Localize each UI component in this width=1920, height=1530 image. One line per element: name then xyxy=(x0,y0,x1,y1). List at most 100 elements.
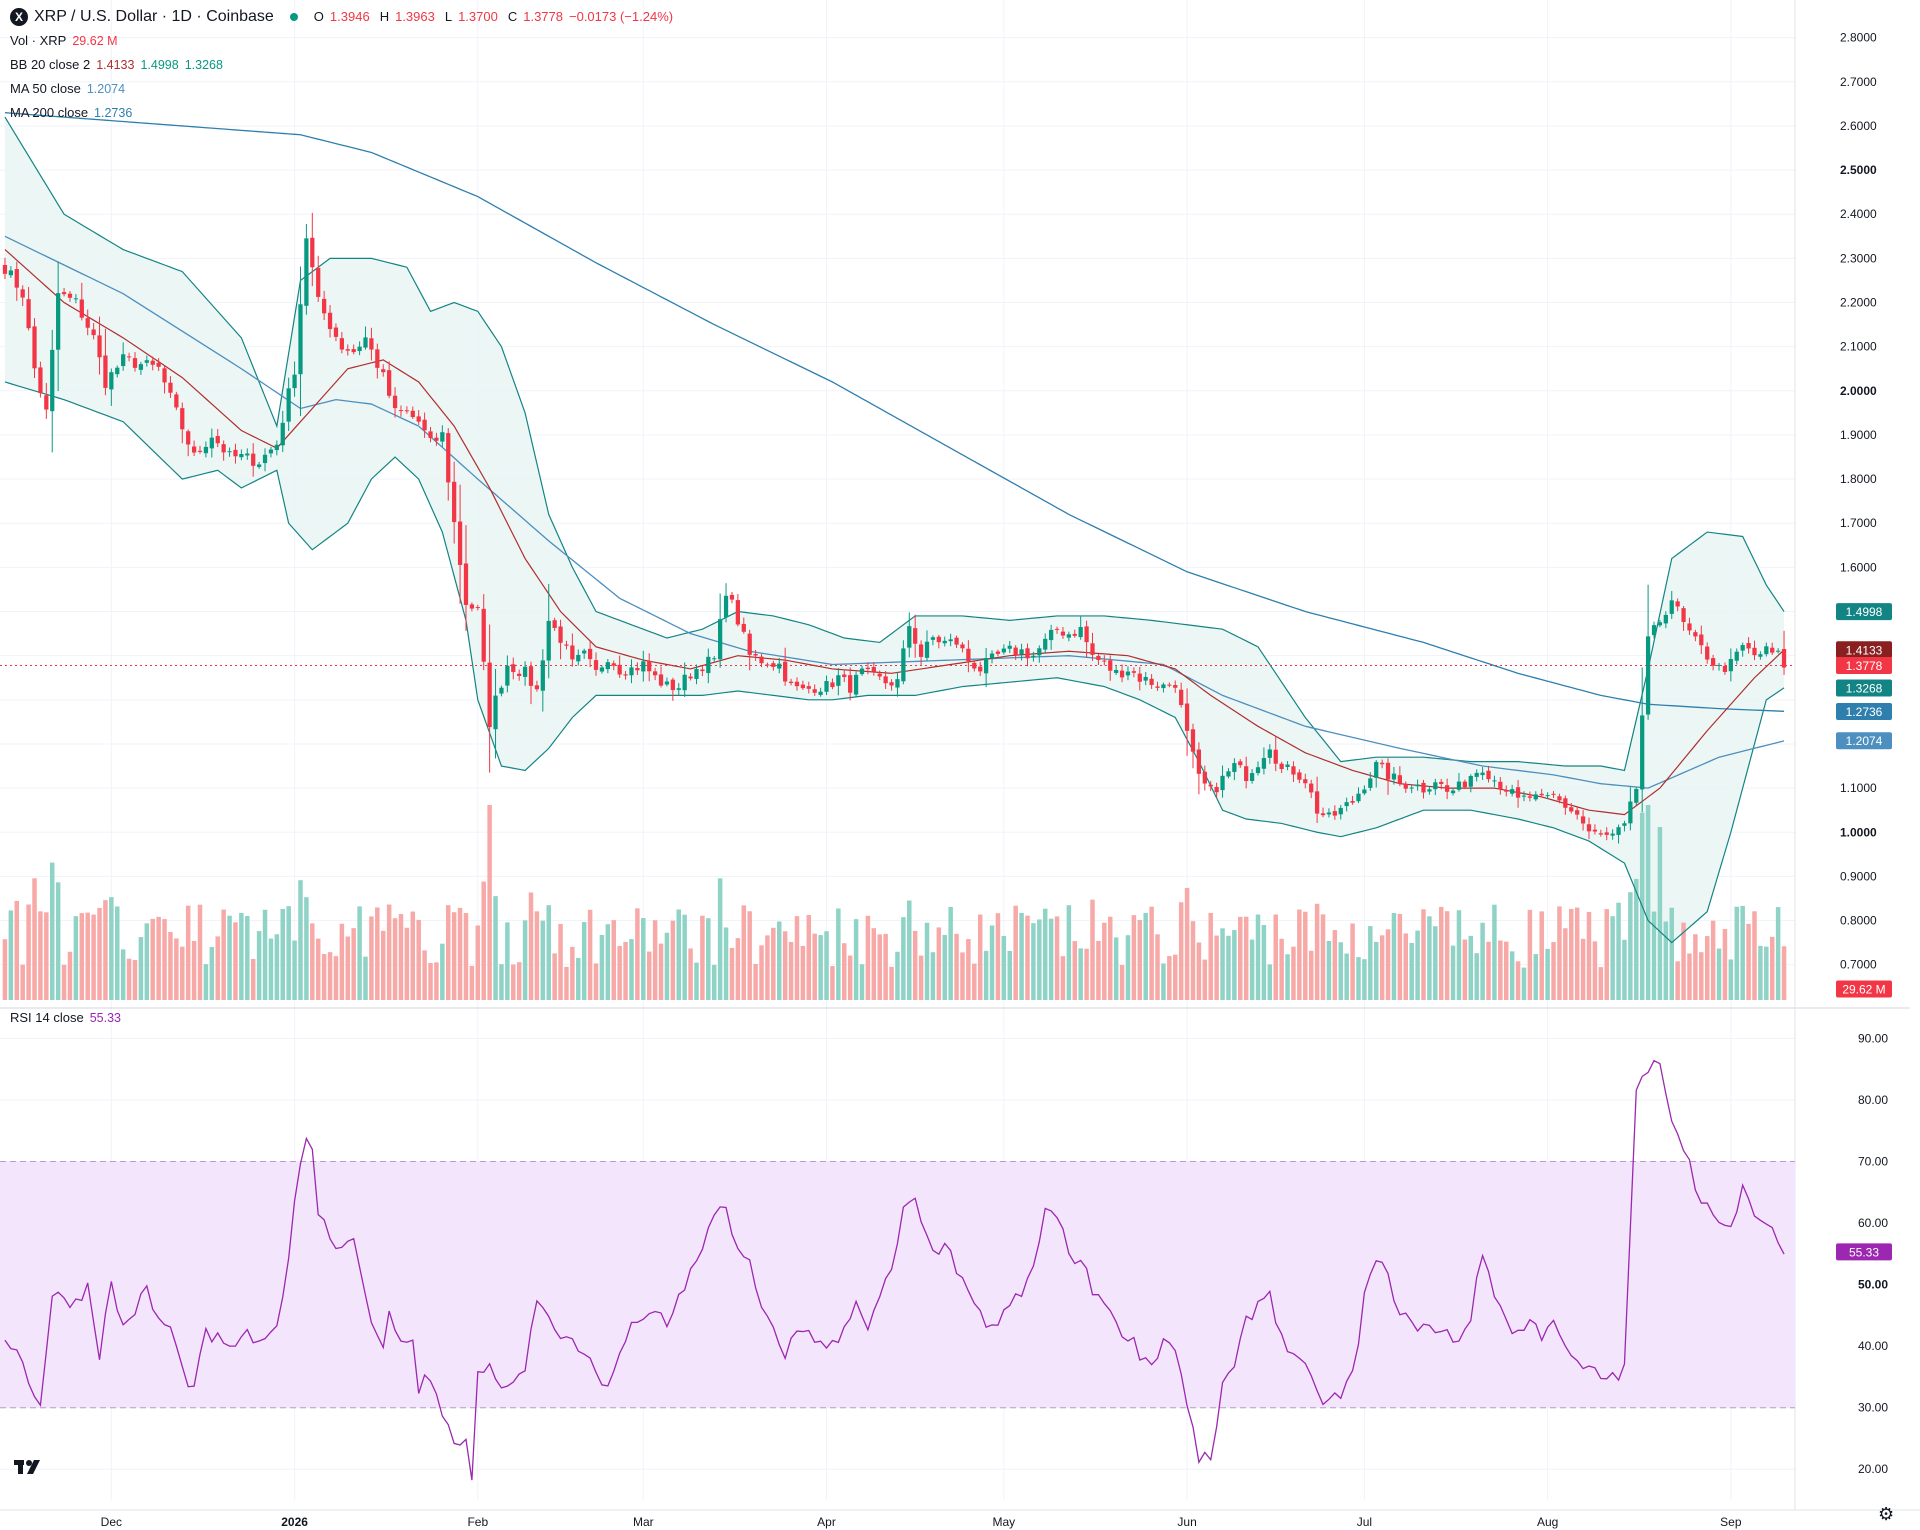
candle-body[interactable] xyxy=(670,679,675,691)
candle-body[interactable] xyxy=(274,444,279,451)
candle-body[interactable] xyxy=(227,451,232,453)
candle-body[interactable] xyxy=(1368,778,1373,788)
candle-body[interactable] xyxy=(150,360,155,365)
candle-body[interactable] xyxy=(493,695,498,730)
candle-body[interactable] xyxy=(1309,783,1314,793)
candle-body[interactable] xyxy=(357,346,362,352)
candle-body[interactable] xyxy=(1125,671,1131,676)
candle-body[interactable] xyxy=(191,446,197,453)
candle-body[interactable] xyxy=(446,433,451,483)
candle-body[interactable] xyxy=(1314,791,1320,814)
candle-body[interactable] xyxy=(1149,678,1154,685)
candle-body[interactable] xyxy=(499,687,504,694)
candle-body[interactable] xyxy=(186,431,191,445)
candle-body[interactable] xyxy=(310,237,315,268)
candle-body[interactable] xyxy=(345,349,350,351)
candle-body[interactable] xyxy=(440,432,445,442)
candle-body[interactable] xyxy=(1645,636,1651,715)
candle-body[interactable] xyxy=(587,648,593,660)
candle-body[interactable] xyxy=(1043,638,1048,650)
candle-body[interactable] xyxy=(233,449,238,457)
candle-body[interactable] xyxy=(1249,773,1255,781)
ma50-legend[interactable]: MA 50 close 1.2074 xyxy=(10,81,125,97)
candle-body[interactable] xyxy=(1397,775,1402,784)
candle-body[interactable] xyxy=(629,667,634,676)
candle-body[interactable] xyxy=(103,355,108,388)
candle-body[interactable] xyxy=(534,685,540,690)
candle-body[interactable] xyxy=(528,666,534,686)
candle-body[interactable] xyxy=(180,408,185,430)
candle-body[interactable] xyxy=(723,595,729,618)
candle-body[interactable] xyxy=(865,667,871,670)
candle-body[interactable] xyxy=(983,658,989,674)
candle-body[interactable] xyxy=(1740,645,1745,651)
candle-body[interactable] xyxy=(1037,648,1042,656)
candle-body[interactable] xyxy=(552,620,557,628)
candle-body[interactable] xyxy=(1439,781,1444,784)
candle-body[interactable] xyxy=(1616,827,1621,835)
gear-icon[interactable]: ⚙ xyxy=(1878,1504,1895,1524)
candle-body[interactable] xyxy=(1238,761,1243,766)
candle-body[interactable] xyxy=(398,410,404,412)
candle-body[interactable] xyxy=(452,481,457,523)
symbol-title[interactable]: XRP / U.S. Dollar · 1D · Coinbase xyxy=(34,8,274,25)
candle-body[interactable] xyxy=(806,686,811,689)
candle-body[interactable] xyxy=(1657,622,1663,626)
candle-body[interactable] xyxy=(995,651,1001,654)
candle-body[interactable] xyxy=(830,682,835,688)
candle-body[interactable] xyxy=(546,620,551,661)
candle-body[interactable] xyxy=(1391,773,1397,780)
candle-body[interactable] xyxy=(1752,647,1757,656)
candle-body[interactable] xyxy=(1019,649,1024,655)
candle-body[interactable] xyxy=(85,318,90,328)
candle-body[interactable] xyxy=(564,644,569,646)
candle-body[interactable] xyxy=(38,367,43,394)
candles[interactable] xyxy=(2,212,1787,844)
candle-body[interactable] xyxy=(262,454,268,464)
candle-body[interactable] xyxy=(1445,785,1450,792)
candle-body[interactable] xyxy=(960,644,965,649)
candle-body[interactable] xyxy=(800,684,806,689)
candle-body[interactable] xyxy=(1167,684,1172,686)
candle-body[interactable] xyxy=(1640,715,1645,790)
candle-body[interactable] xyxy=(1072,633,1077,636)
candle-body[interactable] xyxy=(842,674,847,677)
candle-body[interactable] xyxy=(1374,761,1379,778)
candle-body[interactable] xyxy=(859,668,865,675)
candle-body[interactable] xyxy=(936,636,941,643)
candle-body[interactable] xyxy=(138,364,144,370)
candle-body[interactable] xyxy=(20,289,25,298)
candle-body[interactable] xyxy=(121,354,126,367)
candle-body[interactable] xyxy=(1681,608,1686,623)
candle-body[interactable] xyxy=(1001,648,1006,653)
candle-body[interactable] xyxy=(381,369,386,373)
candle-body[interactable] xyxy=(1533,794,1538,800)
candle-body[interactable] xyxy=(292,374,297,389)
candle-body[interactable] xyxy=(1468,776,1473,787)
candle-body[interactable] xyxy=(1699,634,1704,646)
candle-body[interactable] xyxy=(1161,684,1166,689)
candle-body[interactable] xyxy=(1527,796,1533,798)
candle-body[interactable] xyxy=(1013,647,1018,656)
candle-body[interactable] xyxy=(688,676,693,679)
candle-body[interactable] xyxy=(1297,772,1302,780)
candle-body[interactable] xyxy=(522,666,528,677)
candle-body[interactable] xyxy=(1356,793,1361,802)
bb-legend[interactable]: BB 20 close 2 1.4133 1.4998 1.3268 xyxy=(10,57,223,73)
candle-body[interactable] xyxy=(1208,784,1213,787)
candle-body[interactable] xyxy=(1108,660,1113,671)
candle-body[interactable] xyxy=(913,628,918,644)
candle-body[interactable] xyxy=(1421,782,1426,793)
candle-body[interactable] xyxy=(50,349,55,412)
tradingview-logo-icon[interactable] xyxy=(14,1458,46,1486)
candle-body[interactable] xyxy=(1279,763,1284,770)
candle-body[interactable] xyxy=(1415,784,1420,787)
candle-body[interactable] xyxy=(457,521,463,565)
candle-body[interactable] xyxy=(481,608,486,662)
candle-body[interactable] xyxy=(422,419,427,431)
candle-body[interactable] xyxy=(1255,767,1261,774)
candle-body[interactable] xyxy=(954,637,959,645)
candle-body[interactable] xyxy=(56,293,61,350)
candle-body[interactable] xyxy=(44,395,49,410)
candle-body[interactable] xyxy=(1492,780,1497,782)
